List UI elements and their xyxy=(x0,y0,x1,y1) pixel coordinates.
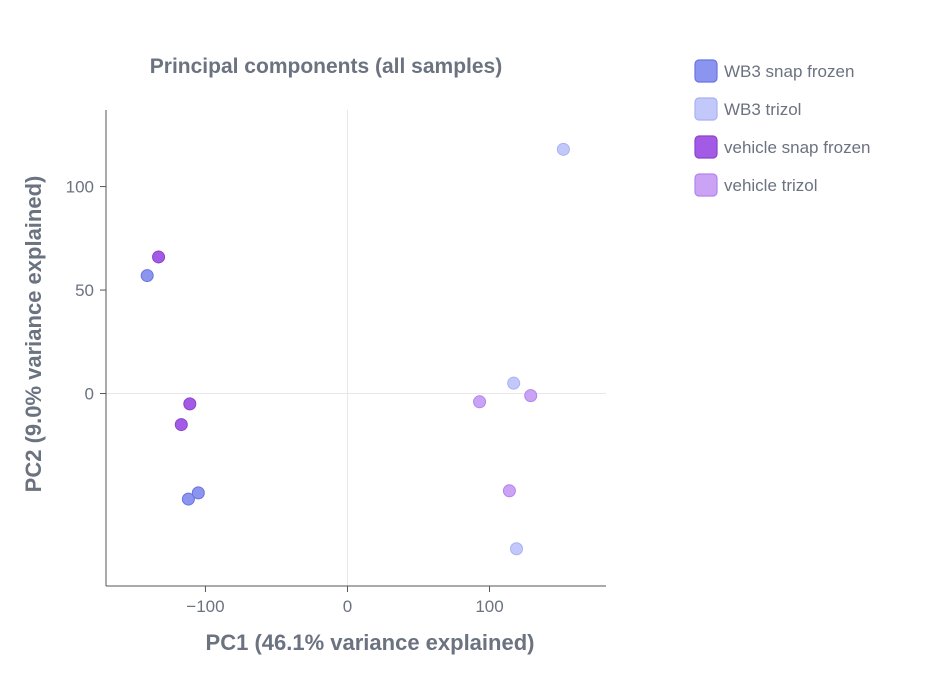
plot-area: −100 0 100 0 50 100 xyxy=(66,110,606,616)
x-axis-title: PC1 (46.1% variance explained) xyxy=(206,630,535,655)
chart-title: Principal components (all samples) xyxy=(150,55,502,78)
legend-swatch xyxy=(694,97,718,121)
x-tick-label: −100 xyxy=(186,597,224,616)
y-tick-label: 0 xyxy=(85,385,94,404)
data-point xyxy=(152,250,166,264)
data-point xyxy=(183,397,197,411)
legend-swatch xyxy=(694,173,718,197)
data-point xyxy=(556,142,570,156)
data-point xyxy=(502,484,516,498)
y-tick-label: 50 xyxy=(75,281,94,300)
x-tick-label: 0 xyxy=(343,597,352,616)
legend-label: vehicle snap frozen xyxy=(724,138,870,157)
data-point xyxy=(174,418,188,432)
legend: WB3 snap frozen WB3 trizol vehicle snap fr… xyxy=(694,59,870,197)
data-point xyxy=(191,486,205,500)
data-point xyxy=(140,269,154,283)
data-point xyxy=(524,389,538,403)
y-axis-title: PC2 (9.0% variance explained) xyxy=(21,176,46,493)
y-tick-label: 100 xyxy=(66,178,94,197)
data-point xyxy=(510,542,524,556)
x-tick-label: 100 xyxy=(475,597,503,616)
legend-label: WB3 snap frozen xyxy=(724,62,854,81)
legend-label: vehicle trizol xyxy=(724,176,818,195)
data-point xyxy=(473,395,487,409)
data-point xyxy=(181,492,195,506)
data-point xyxy=(507,376,521,390)
legend-label: WB3 trizol xyxy=(724,100,801,119)
legend-swatch xyxy=(694,135,718,159)
legend-swatch xyxy=(694,59,718,83)
